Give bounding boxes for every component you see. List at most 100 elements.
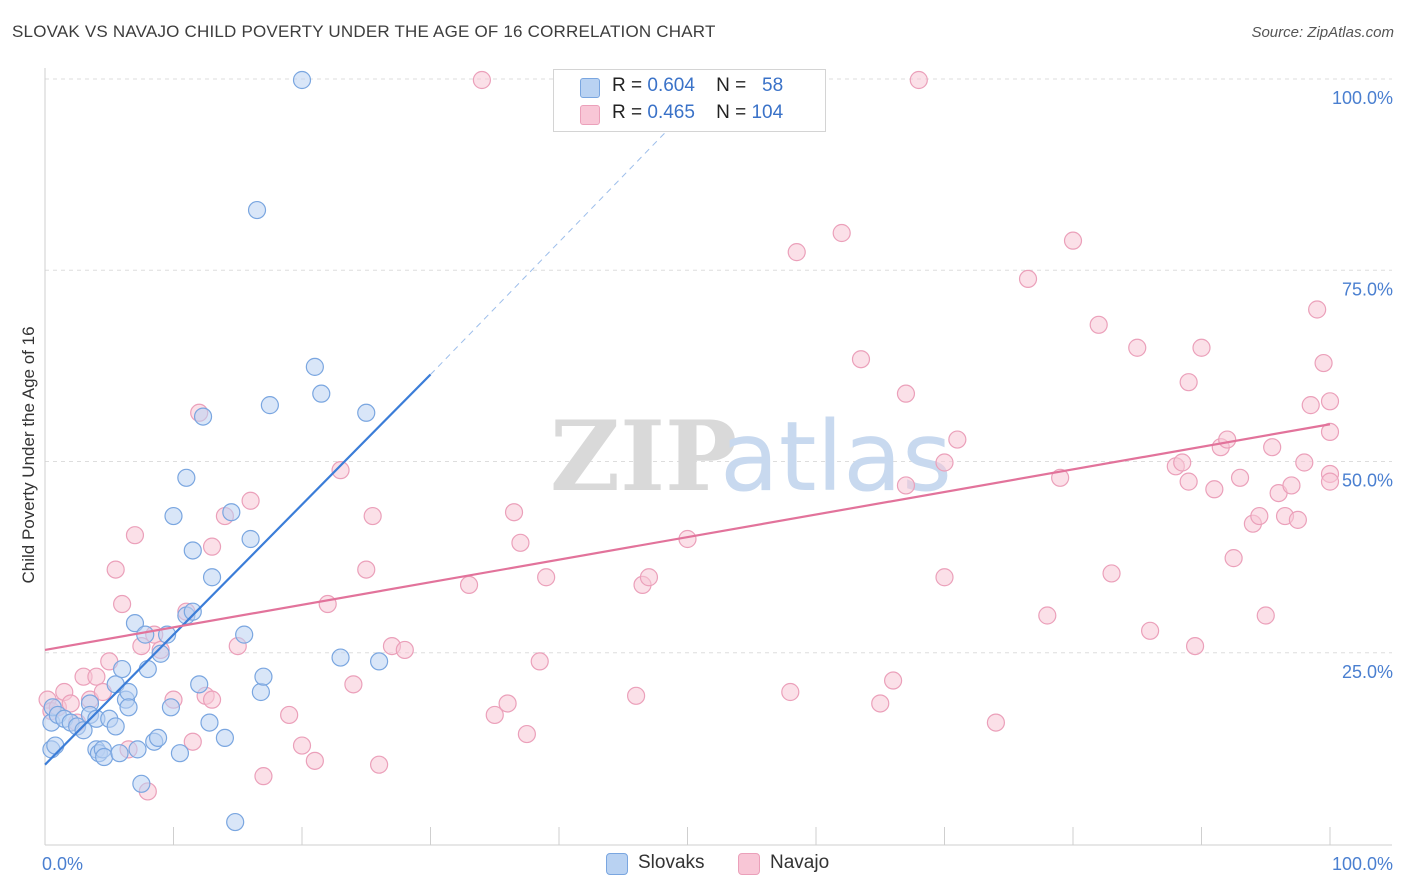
slovak-point xyxy=(241,529,260,549)
slovak-point xyxy=(125,614,145,633)
r-label: R = xyxy=(612,102,643,123)
x-tick-label: 0.0% xyxy=(42,854,83,874)
slovak-point xyxy=(170,744,190,763)
navajo-point xyxy=(639,568,659,587)
navajo-point xyxy=(106,560,125,579)
navajo-point xyxy=(1301,396,1320,415)
slovak-point xyxy=(177,468,196,487)
navajo-point xyxy=(1063,231,1083,250)
slovak-point xyxy=(95,747,114,767)
slovak-point xyxy=(110,744,129,763)
navajo-point xyxy=(530,652,549,671)
navajo-point xyxy=(1185,636,1205,656)
slovak-point xyxy=(215,728,234,748)
watermark-atlas: atlas xyxy=(720,401,952,513)
tick-labels: 25.0% 50.0% 75.0% 100.0% 0.0% 100.0% xyxy=(42,88,1393,874)
slovaks-r-value: 0.604 xyxy=(647,75,695,96)
navajo-point xyxy=(357,560,376,579)
navajo-point xyxy=(1179,373,1198,392)
y-axis-title: Child Poverty Under the Age of 16 xyxy=(19,326,38,583)
navajo-point xyxy=(1263,438,1282,457)
navajo-point xyxy=(1140,621,1160,640)
navajo-point xyxy=(871,694,890,713)
slovak-point xyxy=(190,675,209,694)
navajo-point xyxy=(292,736,312,755)
gridlines xyxy=(45,78,1392,654)
navajo-point xyxy=(1179,472,1198,491)
navajo-point xyxy=(1089,315,1108,334)
navajo-point xyxy=(511,533,530,552)
slovak-point xyxy=(138,659,157,679)
y-tick-label: 50.0% xyxy=(1342,471,1393,491)
navajo-point xyxy=(909,70,928,90)
navajo-point xyxy=(1314,353,1333,373)
navajo-legend-label: Navajo xyxy=(770,852,830,873)
navajo-point xyxy=(1102,564,1121,583)
navajo-point xyxy=(363,506,382,526)
navajo-point xyxy=(1320,472,1340,491)
legend-text-slovaks: R = 0.604 N = 58 xyxy=(612,75,783,97)
navajo-point xyxy=(1256,606,1275,625)
x-tick-label: 100.0% xyxy=(1332,854,1393,874)
slovak-point xyxy=(106,717,125,736)
navajo-point xyxy=(125,526,145,545)
navajo-swatch xyxy=(580,105,600,125)
navajo-point xyxy=(781,682,800,702)
navajo-point xyxy=(896,384,916,403)
navajo-point xyxy=(537,568,556,587)
navajo-point xyxy=(1051,468,1070,487)
navajo-point xyxy=(241,491,260,510)
n-label: N = xyxy=(716,102,747,123)
slovak-point xyxy=(226,812,245,832)
navajo-point xyxy=(331,461,350,480)
navajo-point xyxy=(183,732,202,751)
navajo-point xyxy=(280,705,299,725)
navajo-point xyxy=(305,751,324,770)
navajo-point xyxy=(1018,269,1038,288)
slovaks-swatch xyxy=(580,78,600,98)
navajo-point xyxy=(485,705,504,725)
correlation-legend: R = 0.604 N = 58 R = 0.465 N = 104 xyxy=(553,69,826,132)
slovak-point xyxy=(157,625,177,644)
navajo-point xyxy=(1173,453,1192,472)
navajo-point xyxy=(935,568,954,587)
navajo-point xyxy=(896,476,916,495)
slovak-point xyxy=(119,698,138,717)
navajo-point xyxy=(626,686,646,705)
navajo-n-value: 104 xyxy=(751,102,784,123)
navajo-point xyxy=(1205,480,1224,499)
navajo-point xyxy=(370,755,389,774)
slovak-point xyxy=(136,625,155,644)
slovak-point xyxy=(312,384,331,403)
navajo-point xyxy=(1224,549,1243,568)
navajo-point xyxy=(986,713,1006,732)
slovak-point xyxy=(112,659,132,679)
slovak-trend-extension xyxy=(430,102,695,375)
navajo-point xyxy=(787,243,806,262)
y-tick-label: 25.0% xyxy=(1342,662,1393,682)
slovaks-legend-swatch xyxy=(606,853,628,875)
slovak-point xyxy=(193,407,213,426)
slovak-point xyxy=(222,503,241,522)
navajo-point xyxy=(1320,422,1340,441)
chart-title: SLOVAK VS NAVAJO CHILD POVERTY UNDER THE… xyxy=(12,22,716,41)
slovak-point xyxy=(251,682,270,702)
legend-text-navajo: R = 0.465 N = 104 xyxy=(612,102,783,124)
navajo-point xyxy=(472,70,491,90)
n-label: N = xyxy=(716,75,747,96)
slovak-trend-line xyxy=(44,373,432,766)
navajo-point xyxy=(948,430,967,449)
slovak-point xyxy=(260,396,279,415)
navajo-point xyxy=(517,724,536,744)
navajo-point xyxy=(832,223,851,243)
slovaks-n-value: 58 xyxy=(762,75,784,96)
navajo-r-value: 0.465 xyxy=(647,102,695,123)
slovak-point xyxy=(331,648,350,667)
slovak-point xyxy=(305,357,324,376)
navajo-point xyxy=(61,694,80,713)
navajo-point xyxy=(1128,338,1147,357)
navajo-point xyxy=(1295,453,1314,472)
navajo-point xyxy=(851,350,871,369)
navajo-point xyxy=(1282,476,1301,495)
